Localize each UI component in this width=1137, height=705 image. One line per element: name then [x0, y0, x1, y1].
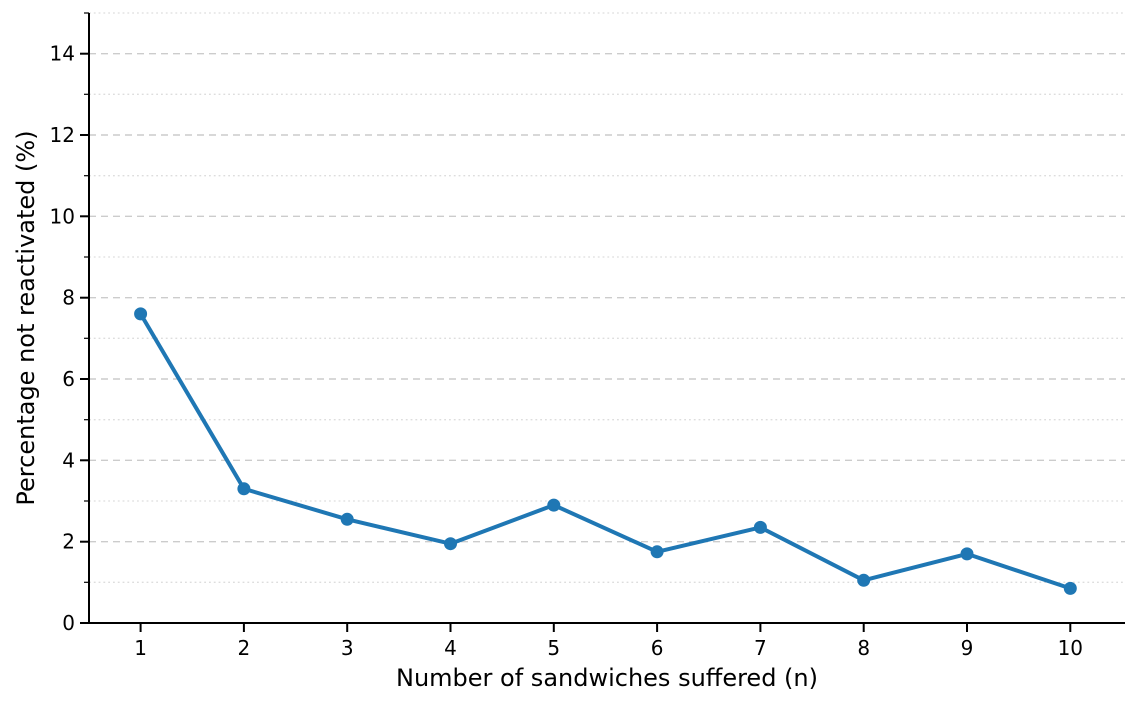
- data-point: [134, 307, 148, 321]
- x-tick-label: 9: [961, 636, 974, 660]
- data-point: [857, 573, 871, 587]
- y-tick-label: 2: [62, 530, 75, 554]
- x-tick-label: 5: [547, 636, 560, 660]
- data-point: [547, 498, 561, 512]
- y-tick-label: 8: [62, 286, 75, 310]
- data-point: [1063, 581, 1077, 595]
- x-tick-label: 6: [651, 636, 664, 660]
- y-tick-label: 12: [50, 123, 75, 147]
- data-point: [444, 537, 457, 551]
- data-line: [138, 311, 1073, 591]
- x-tick-label: 4: [444, 636, 457, 660]
- data-point: [960, 547, 974, 561]
- y-tick-label: 0: [62, 611, 75, 635]
- x-tick-label: 1: [134, 636, 147, 660]
- x-axis-label: Number of sandwiches suffered (n): [396, 664, 818, 692]
- y-tick-label: 10: [50, 204, 75, 228]
- data-point: [340, 512, 354, 526]
- data-point: [753, 520, 767, 534]
- x-tick-label: 2: [238, 636, 251, 660]
- x-tick-label: 3: [341, 636, 354, 660]
- y-tick-label: 4: [62, 448, 75, 472]
- y-tick-label: 14: [50, 42, 75, 66]
- x-tick-label: 8: [857, 636, 870, 660]
- data-point: [650, 545, 664, 559]
- x-tick-label: 7: [754, 636, 767, 660]
- x-tick-label: 10: [1058, 636, 1083, 660]
- data-point: [237, 482, 251, 496]
- y-axis-label: Percentage not reactivated (%): [12, 130, 40, 506]
- y-tick-label: 6: [62, 367, 75, 391]
